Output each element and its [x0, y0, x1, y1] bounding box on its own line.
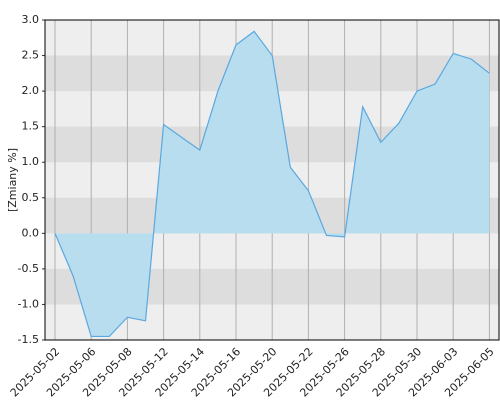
y-tick-label: -1.0: [18, 297, 39, 310]
y-tick-label: 0.5: [22, 191, 40, 204]
y-tick-label: 1.0: [22, 155, 40, 168]
y-tick-label: -1.5: [18, 333, 39, 346]
y-tick-label: 3.0: [22, 13, 40, 26]
y-tick-label: 1.5: [22, 120, 40, 133]
y-tick-label: -0.5: [18, 262, 39, 275]
y-axis-label: [Zmiany %]: [6, 148, 19, 212]
y-tick-label: 2.5: [22, 49, 40, 62]
area-line: [54, 30, 490, 338]
y-tick-label: 0.0: [22, 226, 40, 239]
plot-frame: [44, 19, 500, 341]
area-fill: [55, 31, 490, 337]
y-tick-label: 2.0: [22, 84, 40, 97]
